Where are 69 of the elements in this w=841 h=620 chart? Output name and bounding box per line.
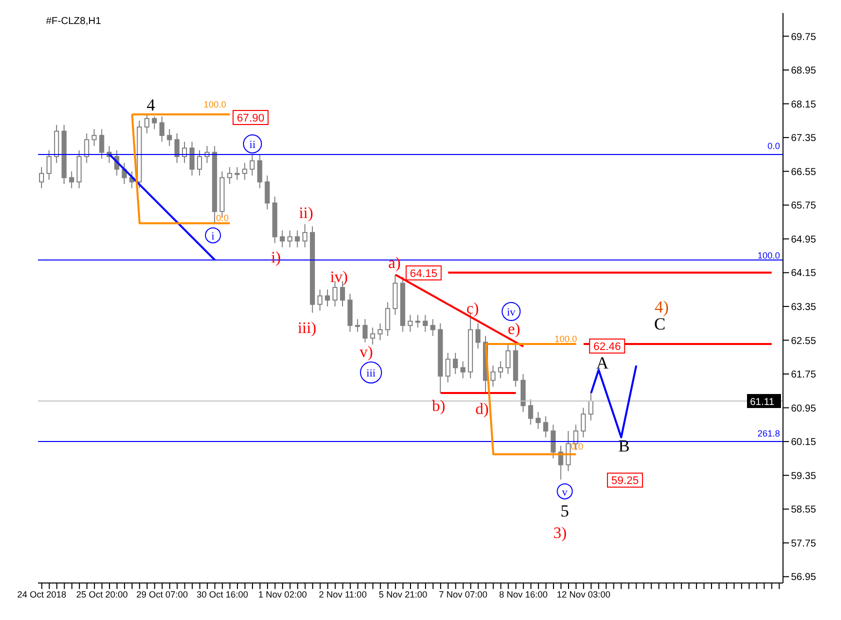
y-tick-label: 57.75 — [791, 538, 816, 550]
x-tick-label: 2 Nov 11:00 — [318, 589, 367, 600]
price-tag: 59.25 — [606, 472, 643, 488]
chart-title: #F-CLZ8,H1 — [46, 16, 102, 27]
annotation: iii) — [298, 320, 316, 337]
annotation: C — [654, 314, 666, 334]
x-tick-label: 24 Oct 2018 — [17, 589, 66, 600]
y-tick-label: 66.55 — [791, 166, 816, 178]
annotation: 64.15 — [410, 268, 438, 280]
y-tick-label: 62.55 — [791, 336, 816, 347]
y-tick-label: 69.75 — [791, 32, 816, 43]
annotation: iii — [366, 367, 376, 380]
annotation: i — [211, 230, 214, 242]
annotation: 59.25 — [611, 475, 639, 488]
ref-line-label: 61.11 — [750, 397, 775, 408]
y-tick-label: 67.35 — [791, 133, 816, 144]
x-tick-label: 25 Oct 20:00 — [76, 589, 128, 600]
x-tick-label: 7 Nov 07:00 — [438, 589, 488, 600]
annotation: 0.0 — [767, 140, 780, 151]
annotation: 4 — [146, 95, 156, 114]
annotation: b) — [432, 398, 446, 415]
price-tag: 67.90 — [232, 110, 269, 125]
annotation: c) — [466, 300, 479, 318]
x-tick-label: 30 Oct 16:00 — [196, 589, 248, 600]
annotation: iv — [506, 306, 516, 319]
y-tick-label: 58.55 — [791, 504, 816, 516]
annotation: A — [596, 353, 610, 372]
y-tick-label: 65.75 — [791, 200, 816, 212]
annotation: 100.0 — [204, 99, 226, 110]
circled-label: iv — [502, 302, 521, 322]
y-tick-label: 68.15 — [791, 99, 816, 110]
annotation: 5 — [560, 502, 570, 521]
annotation: 100.0 — [757, 250, 780, 261]
circled-label: ii — [242, 134, 262, 154]
x-tick-label: 12 Nov 03:00 — [556, 589, 610, 600]
price-tag: 62.46 — [589, 338, 626, 354]
annotation: 261.8 — [757, 428, 780, 438]
annotation: 3) — [553, 524, 567, 542]
y-tick-label: 56.95 — [791, 572, 816, 584]
y-tick-label: 63.35 — [791, 302, 816, 313]
annotation: 100.0 — [554, 334, 577, 344]
annotation: ii — [249, 138, 256, 151]
circled-label: v — [556, 483, 573, 500]
annotation: 0.0 — [570, 442, 584, 452]
x-tick-label: 29 Oct 07:00 — [136, 589, 188, 600]
circled-label: iii — [360, 361, 382, 384]
annotation: B — [618, 436, 630, 456]
annotation: v) — [360, 344, 373, 362]
annotation: 0.0 — [216, 213, 229, 224]
y-tick-label: 59.35 — [791, 470, 816, 482]
annotation: e) — [508, 320, 520, 338]
annotation: 4) — [654, 297, 669, 316]
x-tick-label: 1 Nov 02:00 — [258, 589, 307, 600]
annotation: ii) — [298, 204, 314, 222]
y-tick-label: 60.95 — [791, 403, 816, 414]
annotation: d) — [475, 401, 489, 418]
annotation: iv) — [330, 268, 348, 286]
y-tick-label: 64.15 — [791, 268, 816, 280]
y-tick-label: 64.95 — [791, 234, 816, 246]
y-tick-label: 60.15 — [791, 437, 816, 448]
price-tag: 64.15 — [406, 265, 442, 280]
annotation: 62.46 — [593, 341, 621, 354]
circled-label: i — [204, 227, 221, 244]
y-tick-label: 61.75 — [791, 370, 816, 381]
x-tick-label: 8 Nov 16:00 — [499, 589, 548, 600]
annotation: v — [562, 486, 568, 498]
x-tick-label: 5 Nov 21:00 — [378, 589, 428, 600]
y-tick-label: 68.95 — [791, 66, 816, 77]
annotation: 67.90 — [236, 112, 264, 124]
